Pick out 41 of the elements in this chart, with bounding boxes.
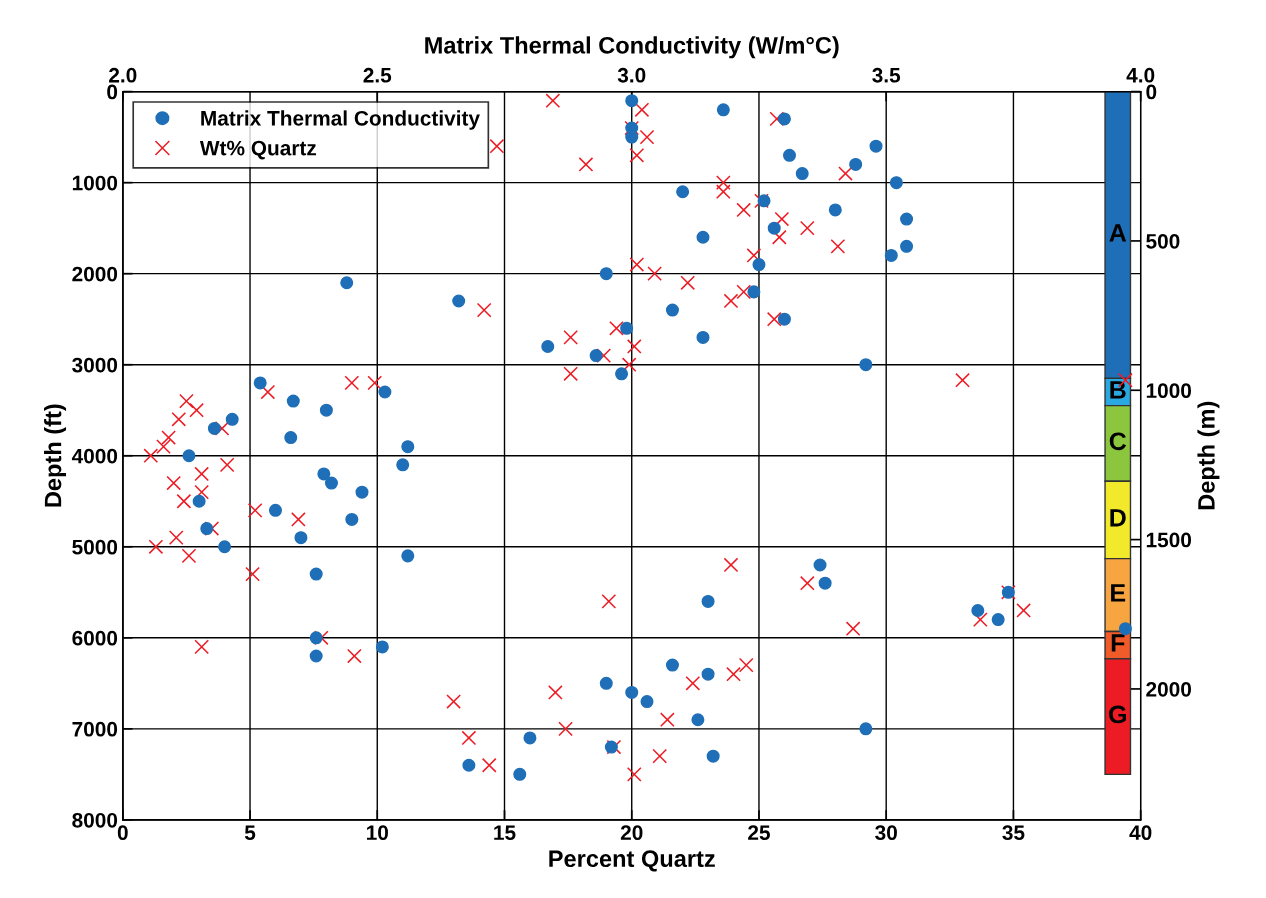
- series-label: B: [1110, 381, 1126, 399]
- y-tick-label: 5000: [72, 539, 118, 555]
- x-tick-label: 40: [1129, 825, 1152, 841]
- series-label: F: [1111, 634, 1125, 652]
- x-tick-label: 30: [875, 825, 897, 841]
- series-label: E: [1111, 584, 1126, 602]
- series-label: A: [1109, 224, 1127, 242]
- y2-tick-label: 1500: [1146, 532, 1192, 548]
- x-tick-label: 10: [366, 825, 388, 841]
- x-tick-label: 25: [748, 825, 770, 841]
- series-label: G: [1109, 705, 1126, 724]
- y2-tick-label: 2000: [1146, 681, 1192, 697]
- y2-axis-title: Depth (m): [1197, 401, 1220, 510]
- y-tick-label: 0: [107, 84, 118, 100]
- y-tick-label: 1000: [72, 175, 118, 191]
- x2-tick-label: 3.5: [872, 67, 901, 83]
- y-tick-label: 6000: [72, 630, 118, 646]
- x2-axis-title: Matrix Thermal Conductivity (W/m°C): [425, 36, 839, 59]
- y-tick-label: 2000: [72, 266, 118, 282]
- y2-tick-label: 1000: [1146, 383, 1192, 399]
- x-tick-label: 20: [620, 825, 643, 841]
- x-tick-label: 0: [117, 825, 128, 841]
- y-tick-label: 4000: [71, 448, 118, 464]
- y-tick-label: 7000: [72, 721, 118, 737]
- series-label: D: [1110, 509, 1126, 527]
- y-axis-title: Depth (ft): [44, 404, 67, 507]
- x2-tick-label: 3.0: [617, 67, 646, 83]
- series-label: C: [1109, 432, 1127, 451]
- y2-tick-label: 0: [1146, 84, 1157, 100]
- x2-tick-label: 4.0: [1126, 67, 1155, 83]
- x2-tick-label: 2.0: [109, 67, 137, 83]
- x-axis-title: Percent Quartz: [549, 850, 715, 872]
- y2-tick-label: 500: [1146, 233, 1180, 249]
- x-tick-label: 35: [1002, 825, 1025, 841]
- legend-label: Matrix Thermal Conductivity: [201, 110, 480, 130]
- legend-label: Wt% Quartz: [199, 140, 317, 160]
- x2-tick-label: 2.5: [363, 67, 392, 83]
- x-tick-label: 15: [494, 825, 516, 841]
- y-tick-label: 3000: [72, 357, 118, 373]
- y-tick-label: 8000: [72, 812, 118, 828]
- x-tick-label: 5: [244, 825, 256, 841]
